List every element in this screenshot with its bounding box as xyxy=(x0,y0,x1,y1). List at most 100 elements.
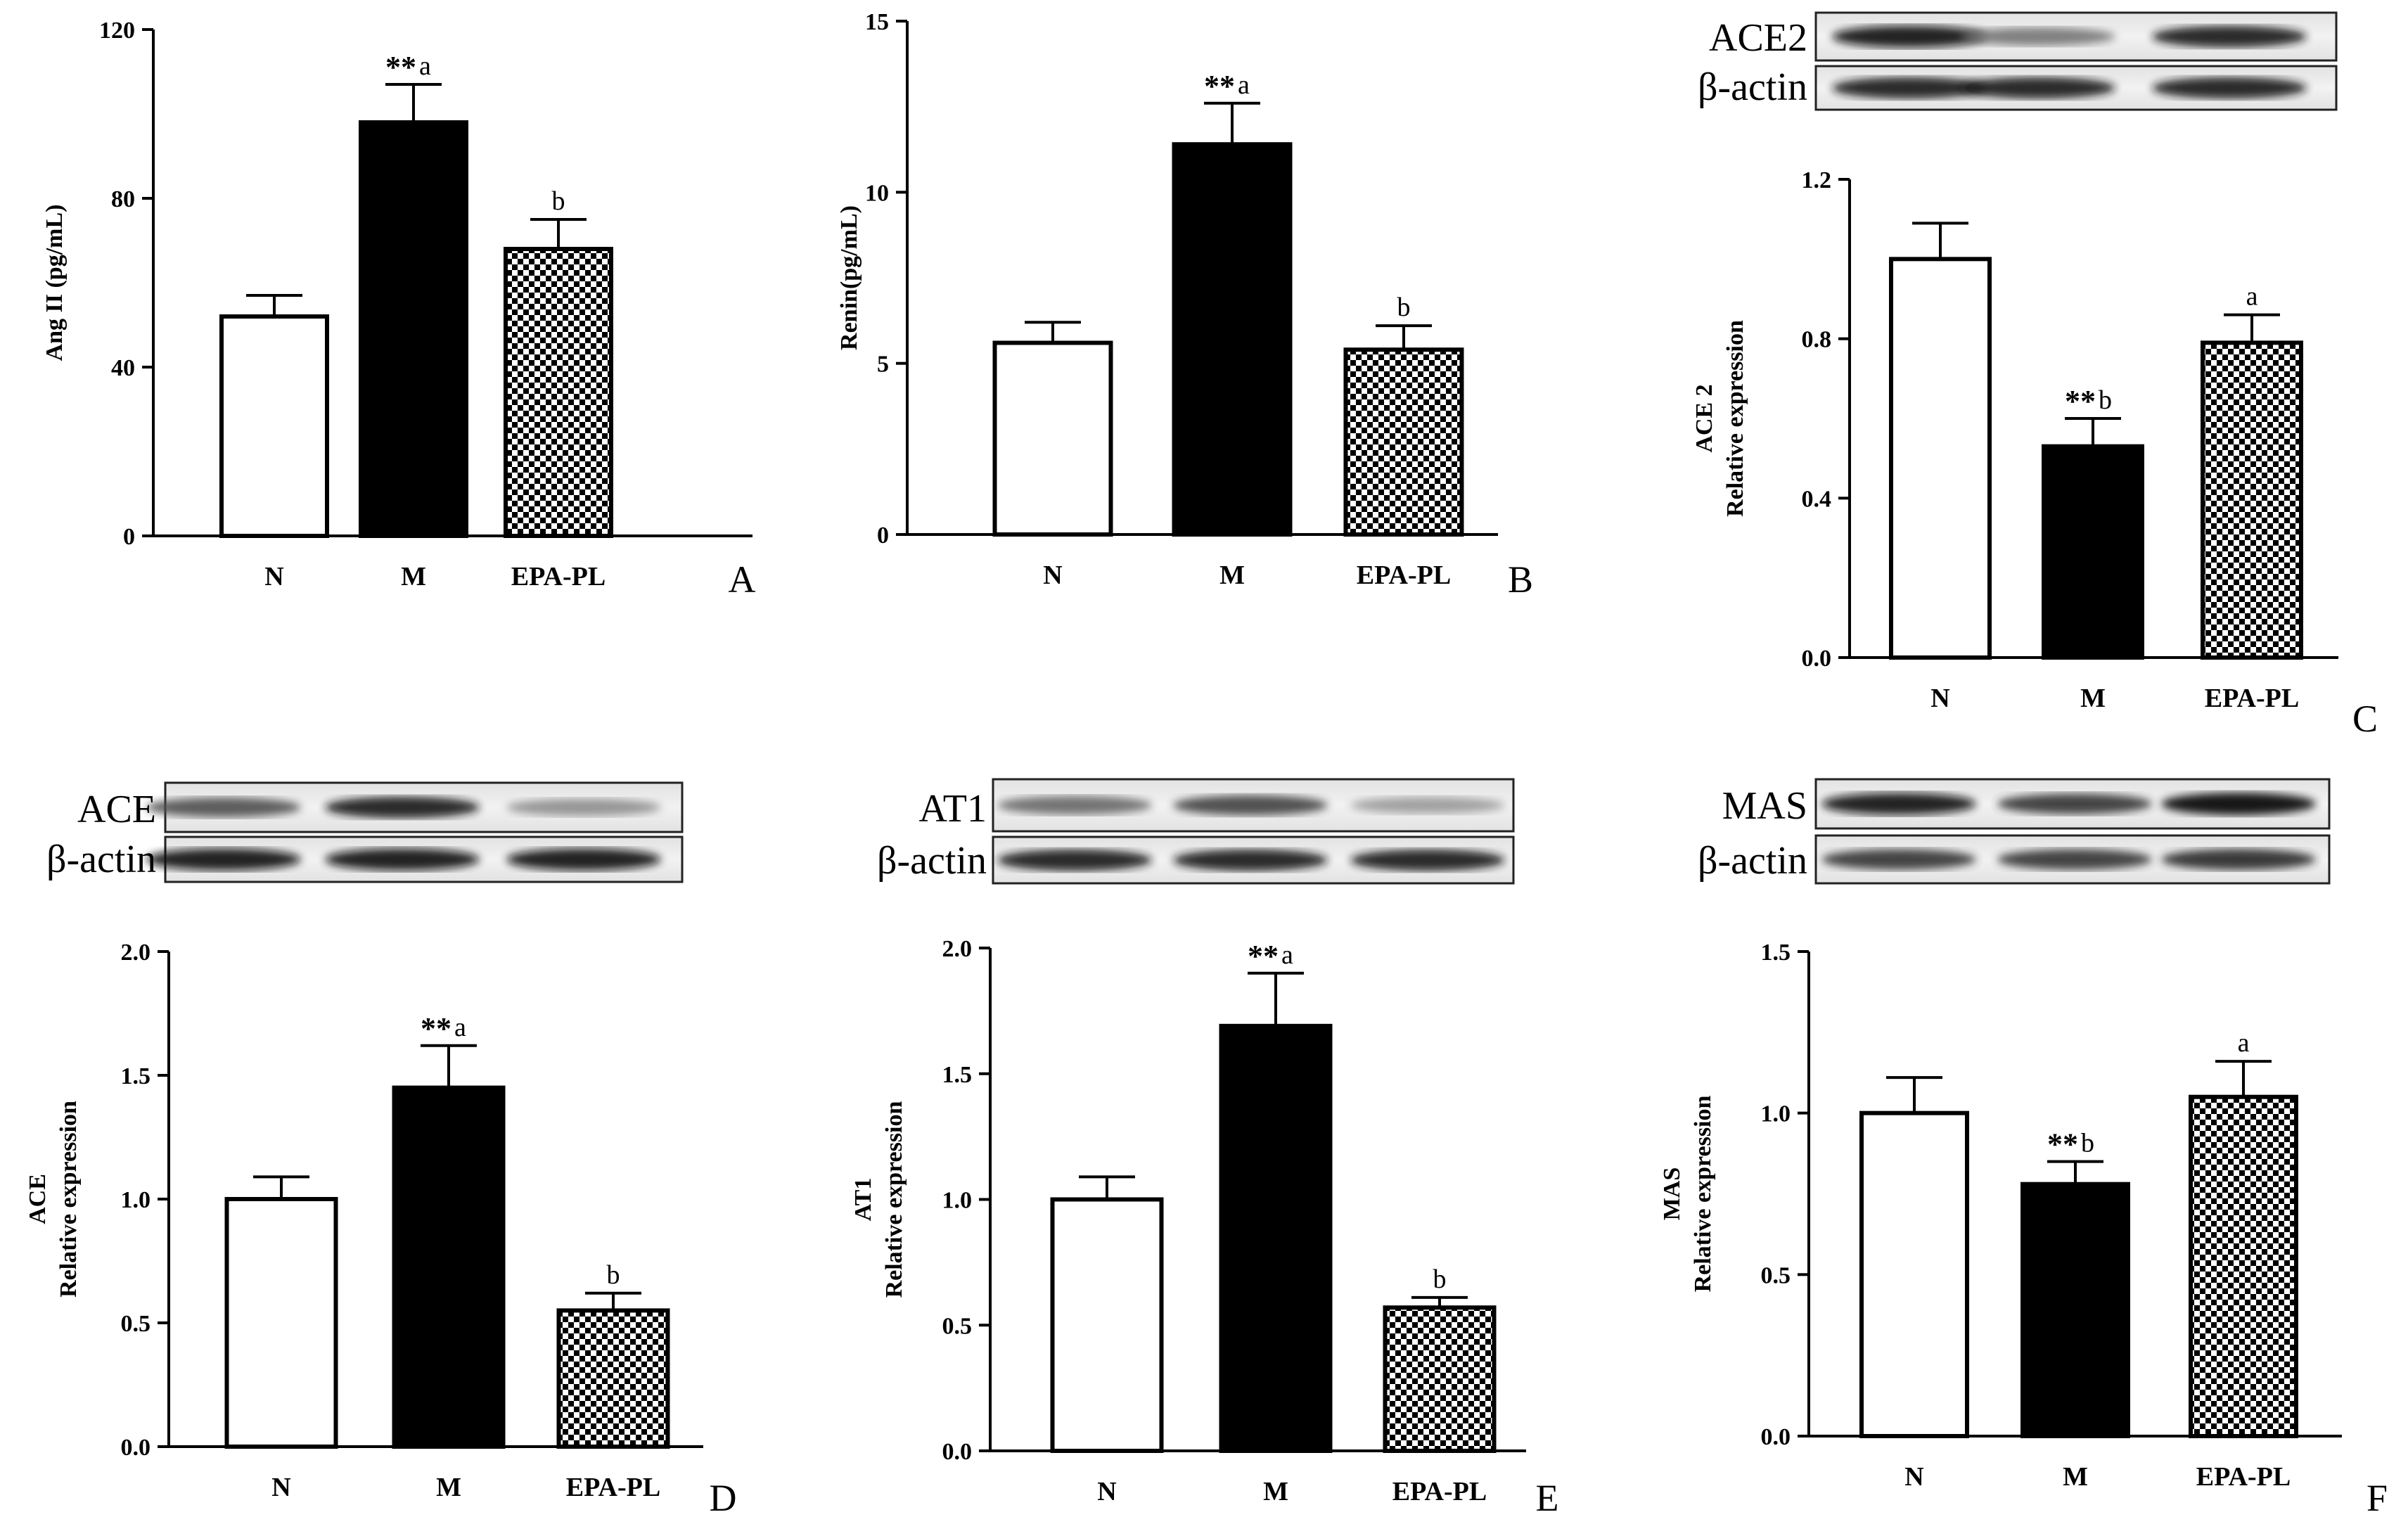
panel-label: F xyxy=(2367,1477,2388,1519)
y-tick-label: 40 xyxy=(111,355,135,381)
y-tick-label: 0.0 xyxy=(121,1435,151,1461)
y-axis-label: Ang II (pg/mL) xyxy=(41,205,68,361)
blot-band xyxy=(1173,849,1328,871)
significance-stars: ** xyxy=(421,1011,452,1046)
significance-letter: b xyxy=(1433,1264,1447,1294)
blot-band xyxy=(1997,849,2152,870)
significance-stars: ** xyxy=(2047,1127,2078,1162)
bar-n xyxy=(1889,257,1992,660)
x-tick-label: N xyxy=(1097,1477,1116,1506)
significance-letter: a xyxy=(1281,940,1293,970)
y-tick-label: 0.0 xyxy=(942,1439,973,1465)
significance-letter: a xyxy=(1238,70,1250,100)
bar-m xyxy=(359,120,468,538)
x-tick-label: EPA-PL xyxy=(1392,1477,1487,1506)
significance-letter: b xyxy=(1397,293,1411,322)
y-tick-label: 0.5 xyxy=(121,1311,151,1337)
bar-n xyxy=(992,340,1113,537)
bar-epa-pl xyxy=(1383,1305,1497,1453)
panel-label: E xyxy=(1536,1477,1559,1519)
blot-label: MAS xyxy=(1722,784,1807,828)
y-axis-label: Relative expression xyxy=(881,1101,907,1298)
x-tick-label: N xyxy=(1904,1462,1923,1492)
bar-n xyxy=(1050,1197,1164,1453)
y-tick-label: 1.0 xyxy=(942,1188,973,1214)
bar-n xyxy=(219,314,329,538)
y-tick-label: 0 xyxy=(123,524,135,550)
y-axis-label: ACE 2 xyxy=(1691,384,1717,452)
significance-letter: a xyxy=(2246,282,2258,312)
bar-epa-pl xyxy=(1343,347,1464,537)
y-tick-label: 0.5 xyxy=(1761,1262,1791,1288)
x-tick-label: EPA-PL xyxy=(2196,1462,2291,1492)
x-tick-label: EPA-PL xyxy=(1357,561,1451,590)
y-tick-label: 15 xyxy=(865,9,889,35)
bar-m xyxy=(1172,142,1293,537)
x-tick-label: M xyxy=(401,562,426,591)
significance-letter: b xyxy=(552,186,565,216)
bar-m xyxy=(1219,1023,1333,1453)
significance-letter: b xyxy=(2099,385,2112,415)
significance-stars: ** xyxy=(1248,939,1279,973)
y-tick-label: 10 xyxy=(865,180,889,206)
panel-label: B xyxy=(1508,558,1533,601)
blot-band xyxy=(1832,25,1987,48)
blot-band xyxy=(2152,77,2307,99)
blot-band xyxy=(325,848,480,871)
y-tick-label: 5 xyxy=(877,352,889,378)
y-tick-label: 0.5 xyxy=(942,1313,973,1339)
y-tick-label: 0.8 xyxy=(1802,327,1832,353)
blot-band xyxy=(2161,793,2316,815)
blot-label: ACE xyxy=(77,788,156,831)
y-tick-label: 0 xyxy=(877,523,889,549)
blot-label: ACE2 xyxy=(1709,16,1807,60)
blot-band xyxy=(997,849,1152,871)
y-tick-label: 1.0 xyxy=(121,1187,151,1213)
y-axis-label: MAS xyxy=(1659,1167,1685,1221)
x-tick-label: EPA-PL xyxy=(511,562,606,591)
y-tick-label: 1.5 xyxy=(121,1063,151,1089)
blot-label: β-actin xyxy=(1698,839,1807,883)
x-tick-label: N xyxy=(1930,684,1949,713)
blot-band xyxy=(1350,849,1505,871)
blot-label: β-actin xyxy=(46,838,156,881)
x-tick-label: M xyxy=(436,1473,461,1502)
x-tick-label: M xyxy=(2080,684,2106,713)
y-tick-label: 1.0 xyxy=(1761,1101,1791,1127)
significance-letter: b xyxy=(607,1260,620,1290)
bar-n xyxy=(224,1197,338,1449)
significance-stars: ** xyxy=(2065,384,2096,418)
y-axis-label: AT1 xyxy=(850,1178,876,1222)
bar-n xyxy=(1859,1110,1969,1438)
blot-band xyxy=(1821,793,1976,815)
bar-m xyxy=(2042,444,2144,660)
panel-label: D xyxy=(710,1477,737,1519)
blot-band xyxy=(146,798,301,817)
significance-stars: ** xyxy=(1204,69,1235,103)
x-tick-label: M xyxy=(2063,1462,2088,1492)
blot-band xyxy=(146,848,301,871)
panel-label: C xyxy=(2352,698,2378,740)
blot-band xyxy=(506,848,661,871)
x-tick-label: M xyxy=(1219,561,1245,590)
bar-epa-pl xyxy=(2189,1094,2298,1438)
blot-label: AT1 xyxy=(919,787,987,831)
y-axis-label: Relative expression xyxy=(56,1101,82,1298)
x-tick-label: N xyxy=(1043,561,1062,590)
blot-band xyxy=(1173,795,1328,816)
bar-epa-pl xyxy=(504,247,613,538)
blot-band xyxy=(1821,849,1976,870)
bar-epa-pl xyxy=(2201,340,2303,660)
significance-letter: a xyxy=(419,51,431,81)
blot-band xyxy=(1350,797,1505,814)
y-tick-label: 1.5 xyxy=(1761,940,1791,966)
x-tick-label: M xyxy=(1263,1477,1288,1506)
y-axis-label: Renin(pg/mL) xyxy=(836,205,862,350)
blot-band xyxy=(1961,77,2115,99)
blot-band xyxy=(1832,77,1987,99)
bar-epa-pl xyxy=(556,1308,670,1449)
blot-label: β-actin xyxy=(877,839,987,883)
blot-band xyxy=(506,798,661,817)
y-axis-label: Relative expression xyxy=(1690,1095,1716,1292)
y-tick-label: 80 xyxy=(111,186,135,212)
